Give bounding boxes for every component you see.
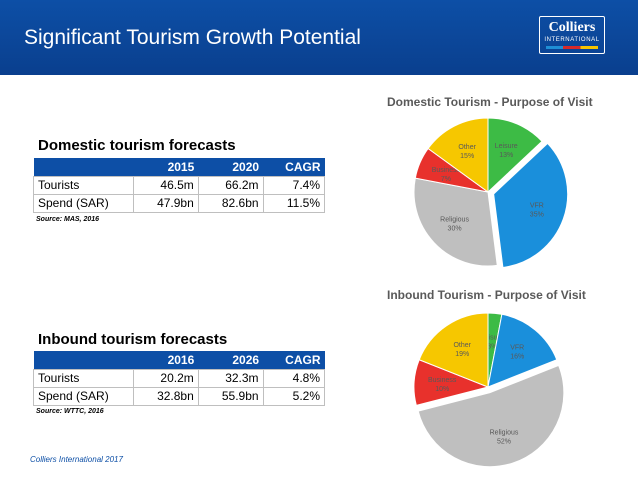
header-bar: Significant Tourism Growth Potential Col…: [0, 0, 638, 75]
domestic-forecasts-table: 2015 2020 CAGR Tourists 46.5m 66.2m 7.4%…: [33, 158, 326, 213]
domestic-pie-chart: Leisure 13% VFR 35% Religious 30% Business 7% Ot…: [413, 117, 569, 269]
table-cell: Spend (SAR): [33, 386, 134, 406]
footer-copyright: Colliers International 2017: [30, 455, 123, 464]
pie-value-label: 10%: [435, 386, 449, 393]
pie-label: Other: [453, 342, 471, 349]
table-row: Spend (SAR) 47.9bn 82.6bn 11.5%: [33, 193, 326, 213]
pie-label: Leisure: [495, 143, 518, 150]
pie-slice-other: [427, 117, 489, 193]
pie-label: Business: [428, 377, 457, 384]
inbound-source: Source: WTTC, 2016: [36, 408, 104, 415]
page-title: Significant Tourism Growth Potential: [24, 26, 361, 49]
table-cell: Tourists: [33, 175, 134, 195]
table-header-cell: 2015: [133, 158, 199, 176]
table-header-cell: 2026: [198, 351, 264, 369]
table-cell: 32.3m: [197, 368, 264, 388]
table-header-cell: CAGR: [263, 351, 325, 369]
inbound-forecasts-table: 2016 2026 CAGR Tourists 20.2m 32.3m 4.8%…: [33, 351, 326, 406]
table-cell: 11.5%: [262, 193, 326, 213]
table-cell: 55.9bn: [197, 386, 264, 406]
colliers-logo: Colliers INTERNATIONAL: [539, 16, 605, 54]
table-cell: 66.2m: [197, 175, 264, 195]
pie-label: Religious: [490, 429, 519, 436]
pie-label: Business: [432, 167, 461, 174]
table-cell: 20.2m: [133, 368, 199, 388]
pie-value-label: 7%: [441, 176, 451, 183]
pie-value-label: 30%: [448, 225, 462, 232]
pie-value-label: 19%: [455, 351, 469, 358]
pie-label: VFR: [530, 203, 544, 210]
domestic-pie-title: Domestic Tourism - Purpose of Visit: [387, 95, 593, 109]
pie-value-label: 3%: [487, 343, 497, 350]
inbound-pie-title: Inbound Tourism - Purpose of Visit: [387, 288, 586, 302]
table-row: Spend (SAR) 32.8bn 55.9bn 5.2%: [33, 386, 326, 406]
pie-value-label: 52%: [497, 438, 511, 445]
pie-slice-vfr: [487, 313, 558, 388]
table-header-cell: [33, 158, 134, 176]
domestic-source: Source: MAS, 2016: [36, 216, 100, 223]
domestic-forecasts-title: Domestic tourism forecasts: [38, 137, 236, 154]
pie-label: Other: [458, 144, 476, 151]
table-cell: 7.4%: [262, 175, 326, 195]
table-cell: 5.2%: [262, 386, 326, 406]
logo-subtitle: INTERNATIONAL: [544, 37, 600, 43]
inbound-pie-chart: Leisure 3% VFR 16% Religious 52% Business 10% Ot…: [413, 312, 565, 468]
table-cell: Tourists: [33, 368, 134, 388]
table-header-row: 2015 2020 CAGR: [33, 158, 325, 176]
pie-value-label: 35%: [530, 212, 544, 219]
logo-color-bar: [546, 46, 598, 49]
pie-value-label: 13%: [499, 152, 513, 159]
pie-label: Religious: [440, 216, 469, 223]
table-cell: 82.6bn: [197, 193, 264, 213]
table-row: Tourists 46.5m 66.2m 7.4%: [33, 175, 326, 195]
table-header-cell: CAGR: [263, 158, 325, 176]
table-header-row: 2016 2026 CAGR: [33, 351, 325, 369]
table-cell: 47.9bn: [133, 193, 199, 213]
pie-label: Leisure: [481, 334, 504, 341]
pie-slice-religious: [413, 177, 498, 267]
pie-slice-religious: [417, 364, 565, 468]
table-header-cell: 2016: [133, 351, 199, 369]
logo-wordmark: Colliers: [548, 20, 596, 35]
pie-value-label: 15%: [460, 153, 474, 160]
table-cell: 46.5m: [133, 175, 199, 195]
table-cell: 4.8%: [262, 368, 326, 388]
table-cell: Spend (SAR): [33, 193, 134, 213]
inbound-forecasts-title: Inbound tourism forecasts: [38, 331, 228, 348]
pie-value-label: 16%: [510, 354, 524, 361]
pie-label: VFR: [510, 345, 524, 352]
pie-slice-other: [418, 312, 489, 388]
table-header-cell: 2020: [198, 158, 264, 176]
table-header-cell: [33, 351, 134, 369]
table-cell: 32.8bn: [133, 386, 199, 406]
pie-slice-vfr: [493, 142, 569, 269]
table-row: Tourists 20.2m 32.3m 4.8%: [33, 368, 326, 388]
pie-slice-leisure: [487, 117, 543, 194]
